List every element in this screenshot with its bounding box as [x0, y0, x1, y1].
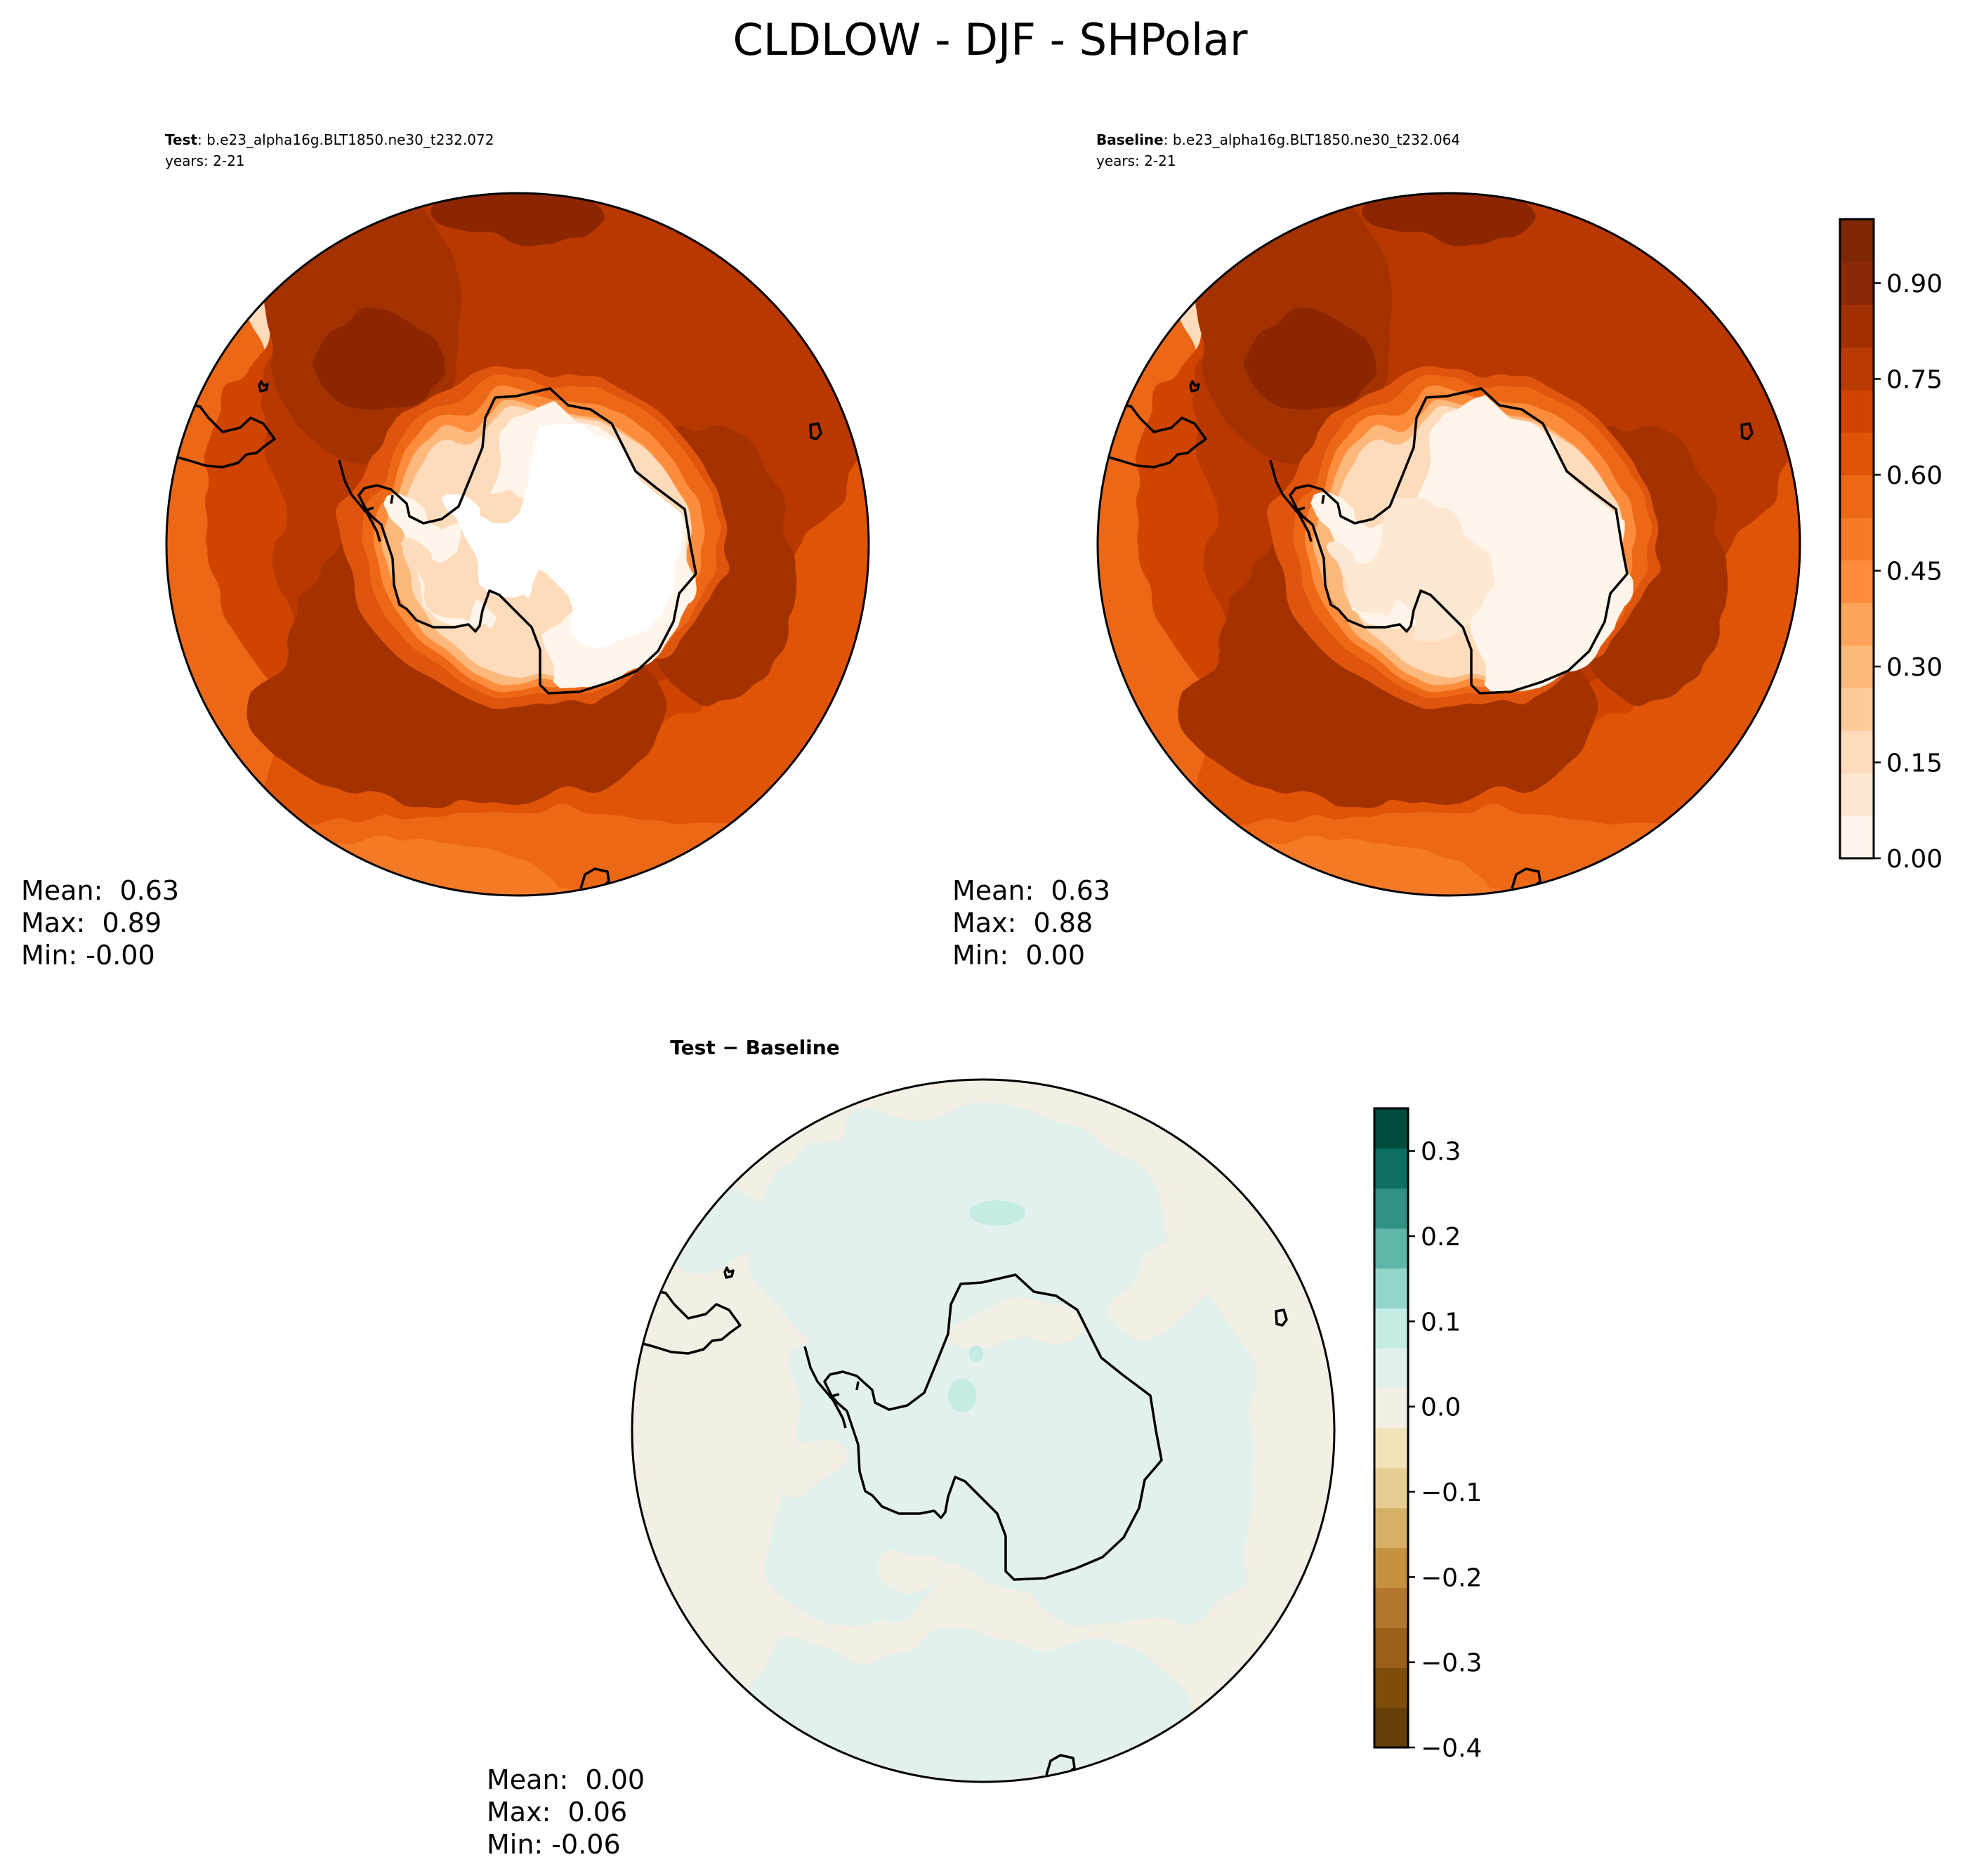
- panel-baseline-label: Baseline: b.e23_alpha16g.BLT1850.ne30_t2…: [1096, 131, 1460, 148]
- colorbar-main-band: [1840, 773, 1874, 816]
- colorbar-main-band: [1840, 688, 1874, 731]
- panel-test-label-bold: Test: [165, 131, 197, 148]
- colorbar-diff: −0.4 −0.3 −0.2 −0.1 0.0 0.1 0.2 0.3: [1373, 1107, 1482, 1763]
- colorbar-main-frame: [1839, 218, 1875, 860]
- colorbar-main-tick-label: 0.00: [1886, 845, 1943, 874]
- colorbar-diff-tick-label: 0.3: [1421, 1138, 1461, 1167]
- colorbar-diff-band: [1374, 1547, 1408, 1589]
- panel-baseline-mean: Mean: 0.63: [952, 875, 1110, 906]
- panel-baseline-years: years: 2-21: [1096, 152, 1176, 169]
- colorbar-diff-band: [1374, 1627, 1408, 1668]
- colorbar-diff-band: [1374, 1388, 1408, 1429]
- colorbar-diff-band: [1374, 1667, 1408, 1708]
- colorbar-diff-tick-label: 0.2: [1421, 1223, 1461, 1252]
- colorbar-diff-tick-label: 0.0: [1421, 1393, 1461, 1422]
- colorbar-main-tick-label: 0.30: [1886, 653, 1943, 682]
- panel-test-label: Test: b.e23_alpha16g.BLT1850.ne30_t232.0…: [165, 131, 494, 148]
- colorbar-diff-tick-label: −0.4: [1421, 1734, 1482, 1763]
- panel-test-mean: Mean: 0.63: [21, 875, 179, 906]
- colorbar-diff-band: [1374, 1348, 1408, 1389]
- panel-test-min: Min: -0.00: [21, 940, 155, 971]
- colorbar-main-band: [1840, 347, 1874, 391]
- panel-baseline-min: Min: 0.00: [952, 940, 1085, 971]
- colorbar-diff-band: [1374, 1188, 1408, 1229]
- colorbar-main-band: [1840, 389, 1874, 433]
- panel-test-years: years: 2-21: [165, 152, 245, 169]
- panel-difference-min: Min: -0.06: [487, 1829, 621, 1860]
- colorbar-diff-tick-label: −0.2: [1421, 1563, 1482, 1592]
- colorbar-main-band: [1840, 304, 1874, 348]
- colorbar-main-tick-label: 0.15: [1886, 749, 1943, 778]
- colorbar-diff-band: [1374, 1148, 1408, 1189]
- panel-test-frame: [165, 192, 870, 897]
- colorbar-diff-tick-label: −0.1: [1421, 1478, 1482, 1507]
- colorbar-main-band: [1840, 261, 1874, 305]
- colorbar-diff-tick-label: −0.3: [1421, 1649, 1482, 1678]
- figure-title: CLDLOW - DJF - SHPolar: [732, 14, 1248, 65]
- colorbar-main-band: [1840, 645, 1874, 688]
- panel-difference: Test − Baseline Mean: 0.00 Max: 0.06 Min…: [487, 1036, 1376, 1860]
- colorbar-main-band: [1840, 432, 1874, 475]
- panel-difference-map: [632, 1037, 1376, 1824]
- colorbar-diff-band: [1374, 1707, 1408, 1748]
- colorbar-diff-frame: [1373, 1107, 1409, 1749]
- panel-difference-frame: [631, 1078, 1336, 1783]
- colorbar-diff-band: [1374, 1268, 1408, 1308]
- panel-test-max: Max: 0.89: [21, 907, 162, 938]
- panel-test: Test: b.e23_alpha16g.BLT1850.ne30_t232.0…: [21, 131, 870, 971]
- panel-baseline-max: Max: 0.88: [952, 907, 1093, 938]
- colorbar-main-tick-label: 0.60: [1886, 461, 1943, 490]
- panel-baseline-label-bold: Baseline: [1096, 131, 1164, 148]
- colorbar-main-band: [1840, 560, 1874, 603]
- colorbar-main-band: [1840, 730, 1874, 774]
- panel-difference-max: Max: 0.06: [487, 1797, 627, 1828]
- colorbar-main-band: [1840, 815, 1874, 859]
- colorbar-main-tick-label: 0.75: [1886, 366, 1943, 395]
- colorbar-diff-band: [1374, 1228, 1408, 1269]
- colorbar-diff-band: [1374, 1467, 1408, 1509]
- colorbar-diff-tick-label: 0.1: [1421, 1308, 1461, 1337]
- panel-difference-mean: Mean: 0.00: [487, 1764, 645, 1795]
- colorbar-main: 0.00 0.15 0.30 0.45 0.60 0.75 0.90: [1839, 218, 1943, 874]
- panel-baseline: Baseline: b.e23_alpha16g.BLT1850.ne30_t2…: [952, 131, 1801, 971]
- colorbar-diff-band: [1374, 1587, 1408, 1628]
- panel-baseline-label-rest: : b.e23_alpha16g.BLT1850.ne30_t232.064: [1164, 131, 1460, 148]
- colorbar-diff-band: [1374, 1308, 1408, 1349]
- panel-baseline-frame: [1096, 192, 1801, 897]
- panel-test-label-rest: : b.e23_alpha16g.BLT1850.ne30_t232.072: [197, 131, 494, 148]
- colorbar-main-band: [1840, 517, 1874, 560]
- colorbar-main-band: [1840, 475, 1874, 518]
- colorbar-diff-band: [1374, 1507, 1408, 1549]
- panel-difference-label: Test − Baseline: [670, 1036, 839, 1059]
- colorbar-main-tick-label: 0.45: [1886, 558, 1943, 586]
- colorbar-diff-band: [1374, 1108, 1408, 1149]
- colorbar-main-tick-label: 0.90: [1886, 270, 1943, 299]
- colorbar-main-band: [1840, 219, 1874, 263]
- colorbar-diff-band: [1374, 1428, 1408, 1469]
- colorbar-main-band: [1840, 603, 1874, 646]
